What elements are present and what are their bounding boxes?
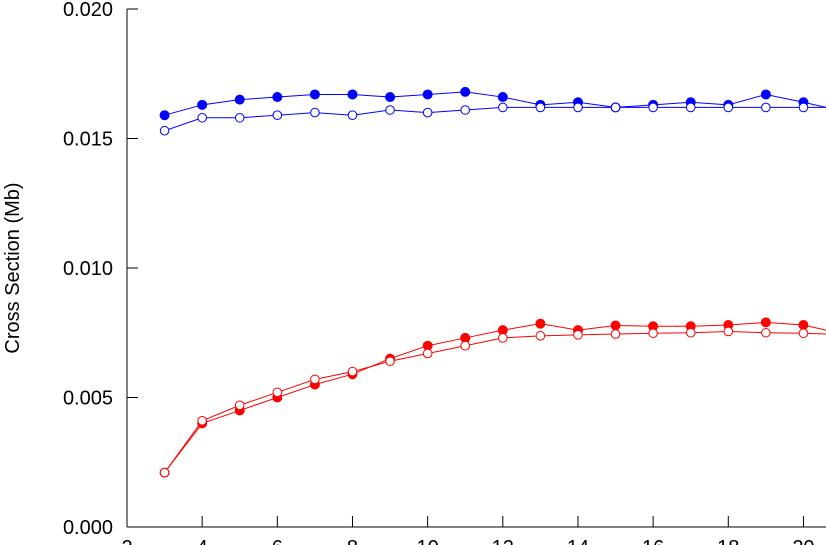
series-1-point xyxy=(347,89,358,100)
series-2-point xyxy=(610,102,621,113)
series-4-point xyxy=(385,356,395,367)
series-2 xyxy=(159,102,826,136)
series-4-point xyxy=(610,329,621,339)
series-4-point xyxy=(798,328,809,339)
y-tick-label: 0.020 xyxy=(63,0,113,21)
x-tick-label: 14 xyxy=(567,537,589,545)
series-1-point xyxy=(385,92,396,103)
series-4 xyxy=(159,326,826,478)
series-2-point xyxy=(535,102,546,113)
series-layer xyxy=(159,86,826,478)
series-3-point xyxy=(798,319,809,330)
series-4-point xyxy=(573,330,583,340)
series-4-point xyxy=(498,333,508,343)
x-tick-label: 10 xyxy=(417,537,439,545)
series-2-point xyxy=(347,110,358,120)
series-2-point xyxy=(159,125,170,136)
series-4-point xyxy=(685,327,696,338)
series-2-point xyxy=(685,102,696,113)
axes xyxy=(126,9,826,528)
series-4-point xyxy=(310,374,320,385)
series-3-point xyxy=(760,317,771,328)
series-2-point xyxy=(648,102,658,113)
x-tick-label: 20 xyxy=(792,537,814,545)
series-4-point xyxy=(723,326,734,337)
series-4-point xyxy=(422,348,433,359)
series-4-point xyxy=(159,467,170,478)
series-1-point xyxy=(197,99,208,110)
series-2-point xyxy=(272,110,283,120)
series-1-point xyxy=(272,92,283,103)
series-3-point xyxy=(610,320,621,331)
y-tick-label: 0.010 xyxy=(63,258,113,280)
series-2-point xyxy=(761,102,771,113)
series-4-point xyxy=(535,331,546,341)
series-2-point xyxy=(197,112,207,123)
series-1-point xyxy=(760,89,771,100)
x-tick-label: 6 xyxy=(272,537,283,545)
series-1-point xyxy=(159,110,170,121)
series-3-point xyxy=(535,318,546,329)
x-tick-label: 12 xyxy=(492,537,514,545)
y-tick-label: 0.000 xyxy=(63,517,113,539)
x-tick-label: 4 xyxy=(197,537,208,545)
y-tick-label: 0.015 xyxy=(63,129,113,151)
series-1-point xyxy=(234,94,245,105)
series-4-point xyxy=(272,387,283,398)
series-1-point xyxy=(460,86,471,97)
series-2-point xyxy=(234,112,245,123)
x-tick-label: 16 xyxy=(642,537,664,545)
series-4-point xyxy=(347,366,358,377)
series-4-point xyxy=(761,327,771,338)
series-2-point xyxy=(310,107,320,118)
y-tick-label: 0.005 xyxy=(63,388,113,410)
y-axis-ticks: 0.000 0.005 0.010 0.015 0.020 xyxy=(63,0,138,539)
series-2-point xyxy=(460,105,471,115)
y-axis-label: Cross Section (Mb) xyxy=(2,182,24,353)
series-4-point xyxy=(234,400,245,411)
series-4-point xyxy=(460,340,471,351)
series-2-point xyxy=(723,102,734,113)
series-2-point xyxy=(385,105,395,115)
x-tick-label: 8 xyxy=(347,537,358,545)
series-2-point xyxy=(798,102,809,113)
series-1-point xyxy=(309,89,320,100)
series-4-point xyxy=(648,328,658,339)
series-4-point xyxy=(197,416,207,426)
series-3 xyxy=(159,317,826,478)
series-2-point xyxy=(498,102,508,113)
series-2-point xyxy=(422,107,433,118)
series-1-point xyxy=(497,92,508,103)
x-tick-label: 2 xyxy=(121,537,132,545)
x-tick-label: 18 xyxy=(717,537,739,545)
series-1-point xyxy=(422,89,433,100)
x-axis-ticks: 2 4 6 8 10 12 14 16 18 20 xyxy=(121,516,815,545)
series-2-point xyxy=(573,102,583,113)
